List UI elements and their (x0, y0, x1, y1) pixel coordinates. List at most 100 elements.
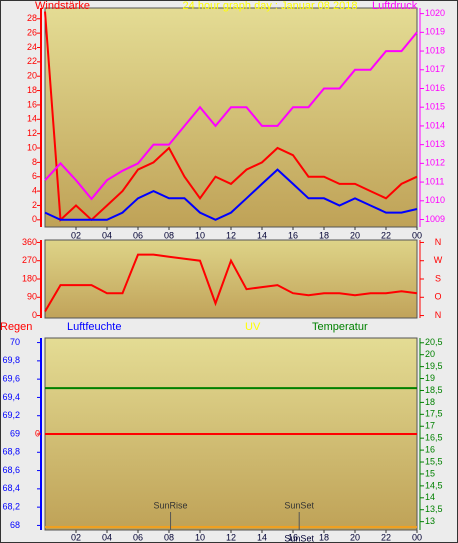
tick-label: 18 (425, 397, 435, 407)
x-tick-label: 00 (412, 230, 422, 240)
annotation: SunSet (284, 500, 314, 510)
legend-label: Luftfeuchte (67, 321, 121, 333)
tick-label: 15 (425, 468, 435, 478)
legend-label: Temperatur (312, 321, 368, 333)
series-line (44, 253, 418, 313)
x-tick-label: 20 (350, 532, 360, 542)
tick-label: 13,5 (425, 504, 443, 514)
x-marker: SunSet (284, 533, 314, 543)
legend-label: UV (245, 321, 261, 333)
y-label: Windstärke (35, 0, 90, 12)
series-line (44, 31, 418, 201)
tick-label: 24 (27, 42, 37, 52)
tick-label: 28 (27, 13, 37, 23)
tick-label: 68,2 (2, 502, 20, 512)
tick-label: 1013 (425, 139, 445, 149)
tick-label: 69,2 (2, 410, 20, 420)
tick-label: O (434, 292, 441, 302)
tick-label: 360 (22, 237, 37, 247)
x-tick-label: 04 (102, 230, 112, 240)
tick-label: 19,5 (425, 361, 443, 371)
tick-label: 1015 (425, 102, 445, 112)
tick-label: N (435, 237, 442, 247)
tick-label: W (434, 255, 443, 265)
x-tick-label: 22 (381, 532, 391, 542)
tick-label: 20 (425, 349, 435, 359)
panel-direction (44, 239, 418, 319)
x-tick-label: 00 (412, 532, 422, 542)
tick-label: 180 (22, 273, 37, 283)
tick-label: 8 (32, 157, 37, 167)
tick-label: 1020 (425, 8, 445, 18)
tick-label: S (435, 273, 441, 283)
tick-label: 270 (22, 255, 37, 265)
tick-label: 69,6 (2, 374, 20, 384)
tick-label: N (435, 310, 442, 320)
tick-label: 70 (10, 337, 20, 347)
x-tick-label: 20 (350, 230, 360, 240)
tick-label: 1012 (425, 158, 445, 168)
tick-label: 68,8 (2, 447, 20, 457)
tick-label: 68,6 (2, 465, 20, 475)
x-tick-label: 10 (195, 230, 205, 240)
tick-label: 19 (425, 373, 435, 383)
tick-label: 1016 (425, 83, 445, 93)
x-tick-label: 10 (195, 532, 205, 542)
tick-label: 0 (32, 310, 37, 320)
tick-label: 12 (27, 128, 37, 138)
x-tick-label: 16 (288, 230, 298, 240)
x-tick-label: 02 (71, 230, 81, 240)
y2-label: Luftdruck (372, 0, 418, 12)
x-tick-label: 16 (288, 532, 298, 542)
tick-label: 6 (32, 171, 37, 181)
x-tick-label: 14 (257, 230, 267, 240)
tick-label: 1018 (425, 45, 445, 55)
tick-label: 20,5 (425, 337, 443, 347)
tick-label: 13 (425, 516, 435, 526)
tick-label: 4 (32, 185, 37, 195)
tick-label: 68,4 (2, 483, 20, 493)
tick-label: 1010 (425, 195, 445, 205)
tick-label: 90 (27, 292, 37, 302)
x-tick-label: 14 (257, 532, 267, 542)
tick-label: 18,5 (425, 385, 443, 395)
x-tick-label: 08 (164, 230, 174, 240)
tick-label: 26 (27, 28, 37, 38)
tick-label: 1017 (425, 64, 445, 74)
tick-label: 1011 (425, 176, 444, 186)
tick-label: 1019 (425, 27, 445, 37)
x-tick-label: 06 (133, 532, 143, 542)
x-tick-label: 06 (133, 230, 143, 240)
x-tick-label: 12 (226, 532, 236, 542)
tick-label: 69 (10, 428, 20, 438)
tick-label: 17 (425, 421, 435, 431)
tick-label: 14 (425, 492, 435, 502)
tick-label: 17,5 (425, 409, 443, 419)
tick-label: 20 (27, 71, 37, 81)
tick-label: 16 (425, 444, 435, 454)
x-tick-label: 12 (226, 230, 236, 240)
panel-wind (44, 7, 418, 228)
tick-label: 14 (27, 114, 37, 124)
tick-label: 10 (27, 142, 37, 152)
x-tick-label: 08 (164, 532, 174, 542)
tick-label: 15,5 (425, 456, 443, 466)
tick-label: 69,8 (2, 355, 20, 365)
series-line (44, 11, 418, 222)
tick-label: 1014 (425, 120, 445, 130)
tick-label: 68 (10, 520, 20, 530)
chart-title: 24 hour graph day : Januar 08 2018 (183, 0, 358, 12)
legend-label: Regen (0, 321, 32, 333)
tick-label: 1009 (425, 214, 445, 224)
x-tick-label: 22 (381, 230, 391, 240)
x-tick-label: 18 (319, 230, 329, 240)
annotation: SunRise (154, 500, 188, 510)
tick-label: 0 (32, 214, 37, 224)
tick-label: 22 (27, 56, 37, 66)
tick-label: 69,4 (2, 392, 20, 402)
tick-label: 16,5 (425, 433, 443, 443)
tick-label: 2 (32, 200, 37, 210)
tick-label: 18 (27, 85, 37, 95)
tick-label: 16 (27, 99, 37, 109)
